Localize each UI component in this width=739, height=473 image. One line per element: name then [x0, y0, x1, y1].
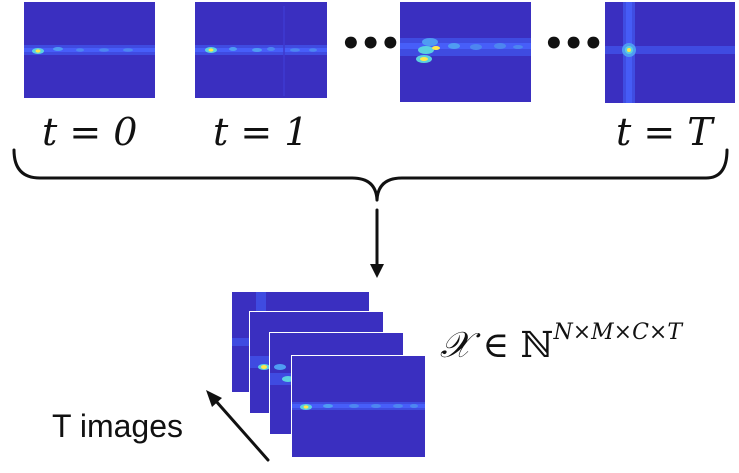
down-arrow-head	[370, 264, 384, 278]
frame-tT	[605, 2, 735, 103]
tensor-dimensions: N×M×C×T	[553, 320, 683, 345]
stack-caption: T images	[52, 408, 184, 444]
time-label-1: t = 1	[213, 110, 309, 154]
heatmap-image	[195, 2, 327, 98]
tensor-set: ℕ	[520, 325, 554, 366]
heatmap-image	[400, 2, 531, 102]
tensor-label: 𝒳 ∈ ℕN×M×C×T	[440, 308, 682, 371]
stack-frame-4	[291, 355, 426, 458]
ellipsis-1: •••	[340, 24, 401, 64]
ellipsis-2: •••	[543, 24, 604, 64]
heatmap-image	[24, 2, 155, 98]
heatmap-image	[292, 356, 425, 457]
heatmap-image	[605, 2, 735, 103]
tensor-symbol: 𝒳	[440, 325, 471, 366]
frame-t0	[24, 2, 155, 98]
frame-middle	[400, 2, 531, 102]
stack-arrow-shaft	[213, 398, 270, 462]
tensor-relation: ∈	[482, 325, 510, 366]
time-label-0: t = 0	[42, 110, 138, 154]
time-label-T: t = T	[616, 110, 713, 154]
curly-brace	[12, 148, 729, 202]
stack-arrow-head	[206, 390, 222, 407]
frame-t1	[195, 2, 327, 98]
